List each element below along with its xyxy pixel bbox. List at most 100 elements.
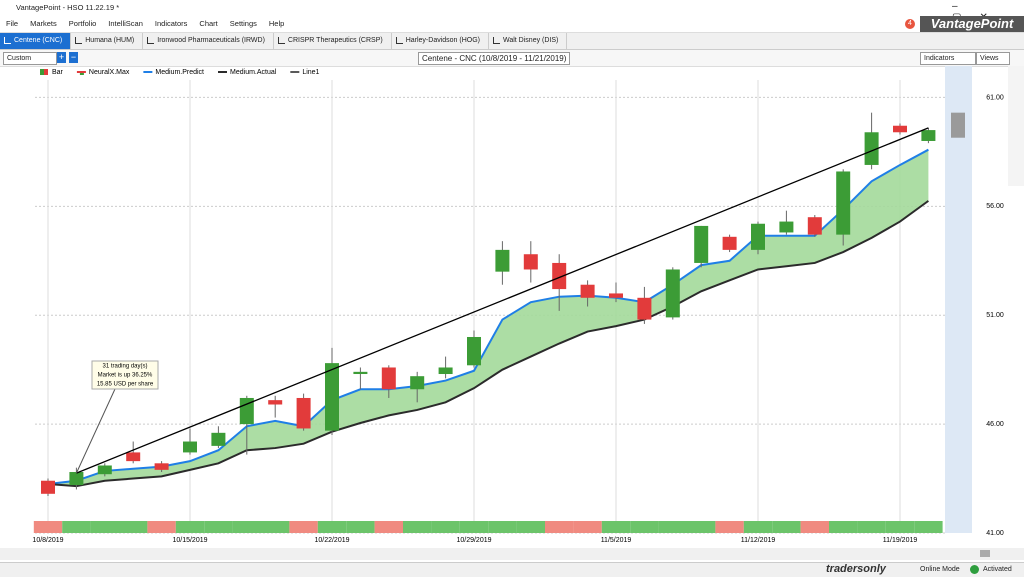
x-tick-label: 10/29/2019 <box>456 537 491 544</box>
legend-icon <box>40 69 44 75</box>
candle-body <box>495 249 510 272</box>
chart: 41.00 46.00 51.00 56.00 61.00 10/8/2019 10/15/… <box>0 66 1024 560</box>
signal-cell <box>232 521 261 533</box>
candle-body <box>864 132 879 165</box>
status-bar: tradersonly Online Mode Activated <box>0 562 1024 577</box>
signal-cell <box>743 521 773 533</box>
menu-item[interactable]: Settings <box>229 19 257 28</box>
y-tick-label: 41.00 <box>986 530 1004 537</box>
tab[interactable]: Walt Disney (DIS) <box>489 33 568 49</box>
signal-cell <box>829 521 858 533</box>
signal-cell <box>772 521 801 533</box>
signal-cell <box>62 521 91 533</box>
forecast-range <box>951 112 965 138</box>
annotation-text: 31 trading day(s) <box>102 364 147 370</box>
candle-body <box>97 465 112 475</box>
menu-item[interactable]: File <box>6 19 19 28</box>
annotation-arrow <box>75 388 116 474</box>
signal-cell <box>346 521 375 533</box>
tab[interactable]: Humana (HUM) <box>71 33 144 49</box>
legend-line: Medium.Actual <box>230 69 277 76</box>
x-tick-label: 10/22/2019 <box>314 537 349 544</box>
scrollbar <box>0 548 1024 560</box>
signal-cell <box>261 521 290 533</box>
x-tick-label: 10/15/2019 <box>172 537 207 544</box>
signal-cell <box>403 521 432 533</box>
view-select[interactable]: Custom <box>3 52 57 65</box>
signal-cell <box>545 521 574 533</box>
add-button[interactable]: + <box>57 52 66 63</box>
logo: VantagePoint <box>920 16 1024 32</box>
signal-cell <box>204 521 233 533</box>
menu-item[interactable]: Chart <box>199 19 218 28</box>
signal-cell <box>573 521 602 533</box>
tab[interactable]: CRISPR Therapeutics (CRSP) <box>274 33 392 49</box>
y-tick-label: 61.00 <box>986 94 1004 101</box>
legend-line: Medium.Predict <box>155 69 204 76</box>
views-button[interactable]: Views <box>976 52 1010 65</box>
candle-body <box>552 262 567 290</box>
title-bar: VantagePoint - HSO 11.22.19 * –▢✕ <box>0 0 1024 23</box>
candle-body <box>665 269 680 318</box>
notification-badge[interactable]: 4 <box>905 19 915 29</box>
signal-cell <box>687 521 716 533</box>
signal-cell <box>90 521 119 533</box>
candle-body <box>438 367 453 375</box>
tab[interactable]: Ironwood Pharmaceuticals (IRWD) <box>143 33 274 49</box>
candle-body <box>609 293 623 298</box>
x-tick-label: 11/12/2019 <box>741 537 776 544</box>
signal-cell <box>289 521 318 533</box>
candle-body <box>580 284 595 298</box>
signal-cell <box>914 521 943 533</box>
signal-cell <box>175 521 205 533</box>
tab[interactable]: Harley-Davidson (HOG) <box>392 33 489 49</box>
prediction-band <box>48 149 929 487</box>
x-tick-label: 11/5/2019 <box>601 537 632 544</box>
candle-body <box>523 254 538 270</box>
trendline <box>76 127 929 474</box>
menu-item[interactable]: Markets <box>30 19 57 28</box>
legend-signal: NeuralX.Max <box>89 69 130 76</box>
tab[interactable]: Centene (CNC) <box>0 33 72 49</box>
menu-item[interactable]: Indicators <box>154 19 188 28</box>
candle-body <box>126 452 141 462</box>
candle-body <box>154 463 169 470</box>
candle-body <box>893 125 907 133</box>
x-tick-label: 10/8/2019 <box>32 537 63 544</box>
signal-cell <box>800 521 829 533</box>
signal-cell <box>459 521 489 533</box>
legend-icon <box>44 69 48 75</box>
activation: Activated <box>983 566 1012 573</box>
chart-title: Centene - CNC (10/8/2019 - 11/21/2019) <box>418 52 571 65</box>
scroll-thumb[interactable] <box>980 550 990 557</box>
signal-cell <box>885 521 915 533</box>
signal-cell <box>33 521 63 533</box>
candle-body <box>183 441 197 453</box>
signal-cell <box>147 521 176 533</box>
annotation-box <box>91 360 159 390</box>
candle-body <box>296 397 311 429</box>
brand: tradersonly <box>826 563 886 575</box>
candle-body <box>751 223 765 250</box>
signal-cell <box>516 521 545 533</box>
candle-body <box>807 217 822 235</box>
menu-item[interactable]: Help <box>268 19 285 28</box>
candle-body <box>268 400 283 405</box>
candle-body <box>353 371 368 375</box>
menu-item[interactable]: IntelliScan <box>108 19 143 28</box>
future-zone <box>945 66 972 533</box>
candle-body <box>325 363 339 431</box>
candle-body <box>69 472 84 486</box>
signal-cell <box>119 521 148 533</box>
tab-bar: Centene (CNC) Humana (HUM) Ironwood Pharma… <box>0 33 1024 50</box>
candle-body <box>41 480 55 494</box>
indicators-button[interactable]: Indicators <box>920 52 976 65</box>
candle-body <box>694 225 709 263</box>
menu-item[interactable]: Portfolio <box>68 19 97 28</box>
candle-body <box>467 336 481 366</box>
candle-body <box>239 397 254 425</box>
annotation-text: Market is up 36.25% <box>98 373 153 379</box>
signal-cell <box>431 521 460 533</box>
remove-button[interactable]: − <box>69 52 78 63</box>
